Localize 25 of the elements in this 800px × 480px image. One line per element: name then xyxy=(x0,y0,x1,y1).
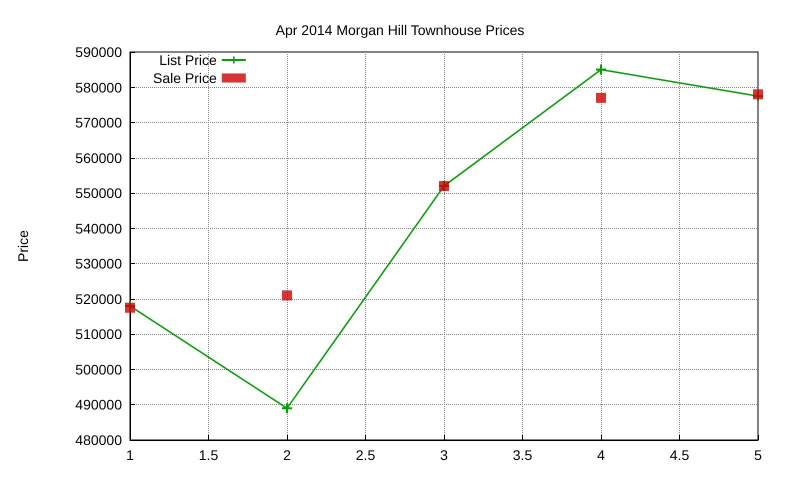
legend-label: Sale Price xyxy=(152,70,218,86)
y-axis-title: Price xyxy=(15,230,31,262)
chart-title: Apr 2014 Morgan Hill Townhouse Prices xyxy=(276,22,524,38)
y-tick-label: 590000 xyxy=(75,44,122,60)
x-tick-label: 2 xyxy=(283,447,292,463)
y-tick-label: 500000 xyxy=(75,361,122,378)
x-tick-label: 3.5 xyxy=(512,447,532,463)
x-tick-label: 5 xyxy=(754,447,762,463)
y-tick-label: 560000 xyxy=(75,150,122,166)
legend-label: List Price xyxy=(159,52,218,68)
x-tick-label: 3 xyxy=(440,447,448,463)
y-tick-label: 510000 xyxy=(75,326,122,342)
x-tick-label: 1 xyxy=(126,447,134,463)
y-tick-label: 570000 xyxy=(75,114,122,131)
x-tick-label: 4 xyxy=(597,447,606,463)
y-tick-label: 540000 xyxy=(75,220,122,236)
y-tick-label: 520000 xyxy=(75,290,122,307)
y-tick-label: 550000 xyxy=(75,185,122,202)
x-tick-label: 4.5 xyxy=(670,447,690,463)
y-tick-label: 580000 xyxy=(75,79,122,96)
x-tick-label: 1.5 xyxy=(198,447,218,463)
y-tick-label: 530000 xyxy=(75,256,122,272)
y-tick-label: 490000 xyxy=(75,396,122,413)
y-tick-label: 480000 xyxy=(75,432,122,448)
x-tick-label: 2.5 xyxy=(356,447,376,463)
